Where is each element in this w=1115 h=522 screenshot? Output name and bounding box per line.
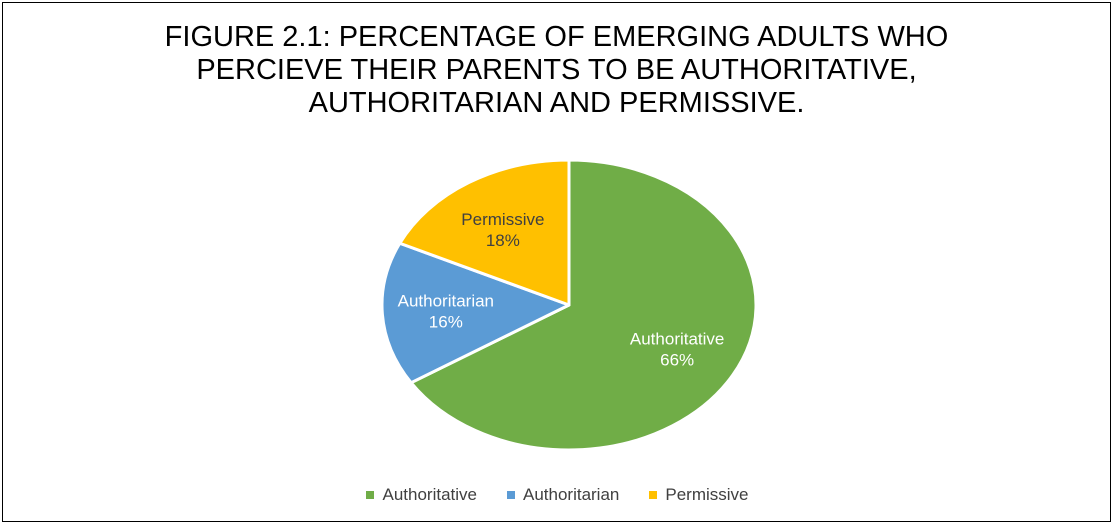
- pie-slice-permissive: [398, 158, 571, 307]
- legend-swatch-permissive: [649, 491, 658, 499]
- data-label-permissive-value: 18%: [486, 231, 520, 250]
- legend-item-authoritative: Authoritative: [366, 485, 477, 505]
- legend-label-permissive: Permissive: [665, 485, 749, 504]
- data-label-authoritarian: Authoritarian 16%: [398, 292, 494, 332]
- legend-item-permissive: Permissive: [649, 485, 749, 505]
- chart-legend: Authoritative Authoritarian Permissive: [0, 485, 1115, 505]
- data-label-authoritative-value: 66%: [660, 350, 694, 369]
- data-label-authoritarian-name: Authoritarian: [398, 292, 494, 311]
- legend-swatch-authoritative: [366, 491, 375, 499]
- legend-swatch-authoritarian: [506, 491, 515, 499]
- data-label-permissive-name: Permissive: [461, 210, 544, 229]
- data-label-authoritative-name: Authoritative: [630, 329, 725, 348]
- data-label-permissive: Permissive 18%: [461, 210, 544, 250]
- chart-title: FIGURE 2.1: PERCENTAGE OF EMERGING ADULT…: [3, 21, 1110, 120]
- data-label-authoritative: Authoritative 66%: [630, 329, 725, 369]
- legend-label-authoritative: Authoritative: [382, 485, 477, 504]
- chart-title-line-1: FIGURE 2.1: PERCENTAGE OF EMERGING ADULT…: [164, 21, 949, 53]
- legend-item-authoritarian: Authoritarian: [506, 485, 620, 505]
- data-label-authoritarian-value: 16%: [429, 313, 463, 332]
- pie-slice-authoritarian: [380, 241, 571, 385]
- legend-label-authoritarian: Authoritarian: [522, 485, 620, 504]
- chart-title-line-2: PERCIEVE THEIR PARENTS TO BE AUTHORITATI…: [196, 54, 917, 86]
- chart-title-line-3: AUTHORITARIAN AND PERMISSIVE.: [308, 87, 805, 119]
- pie-slice-authoritative: [409, 158, 758, 452]
